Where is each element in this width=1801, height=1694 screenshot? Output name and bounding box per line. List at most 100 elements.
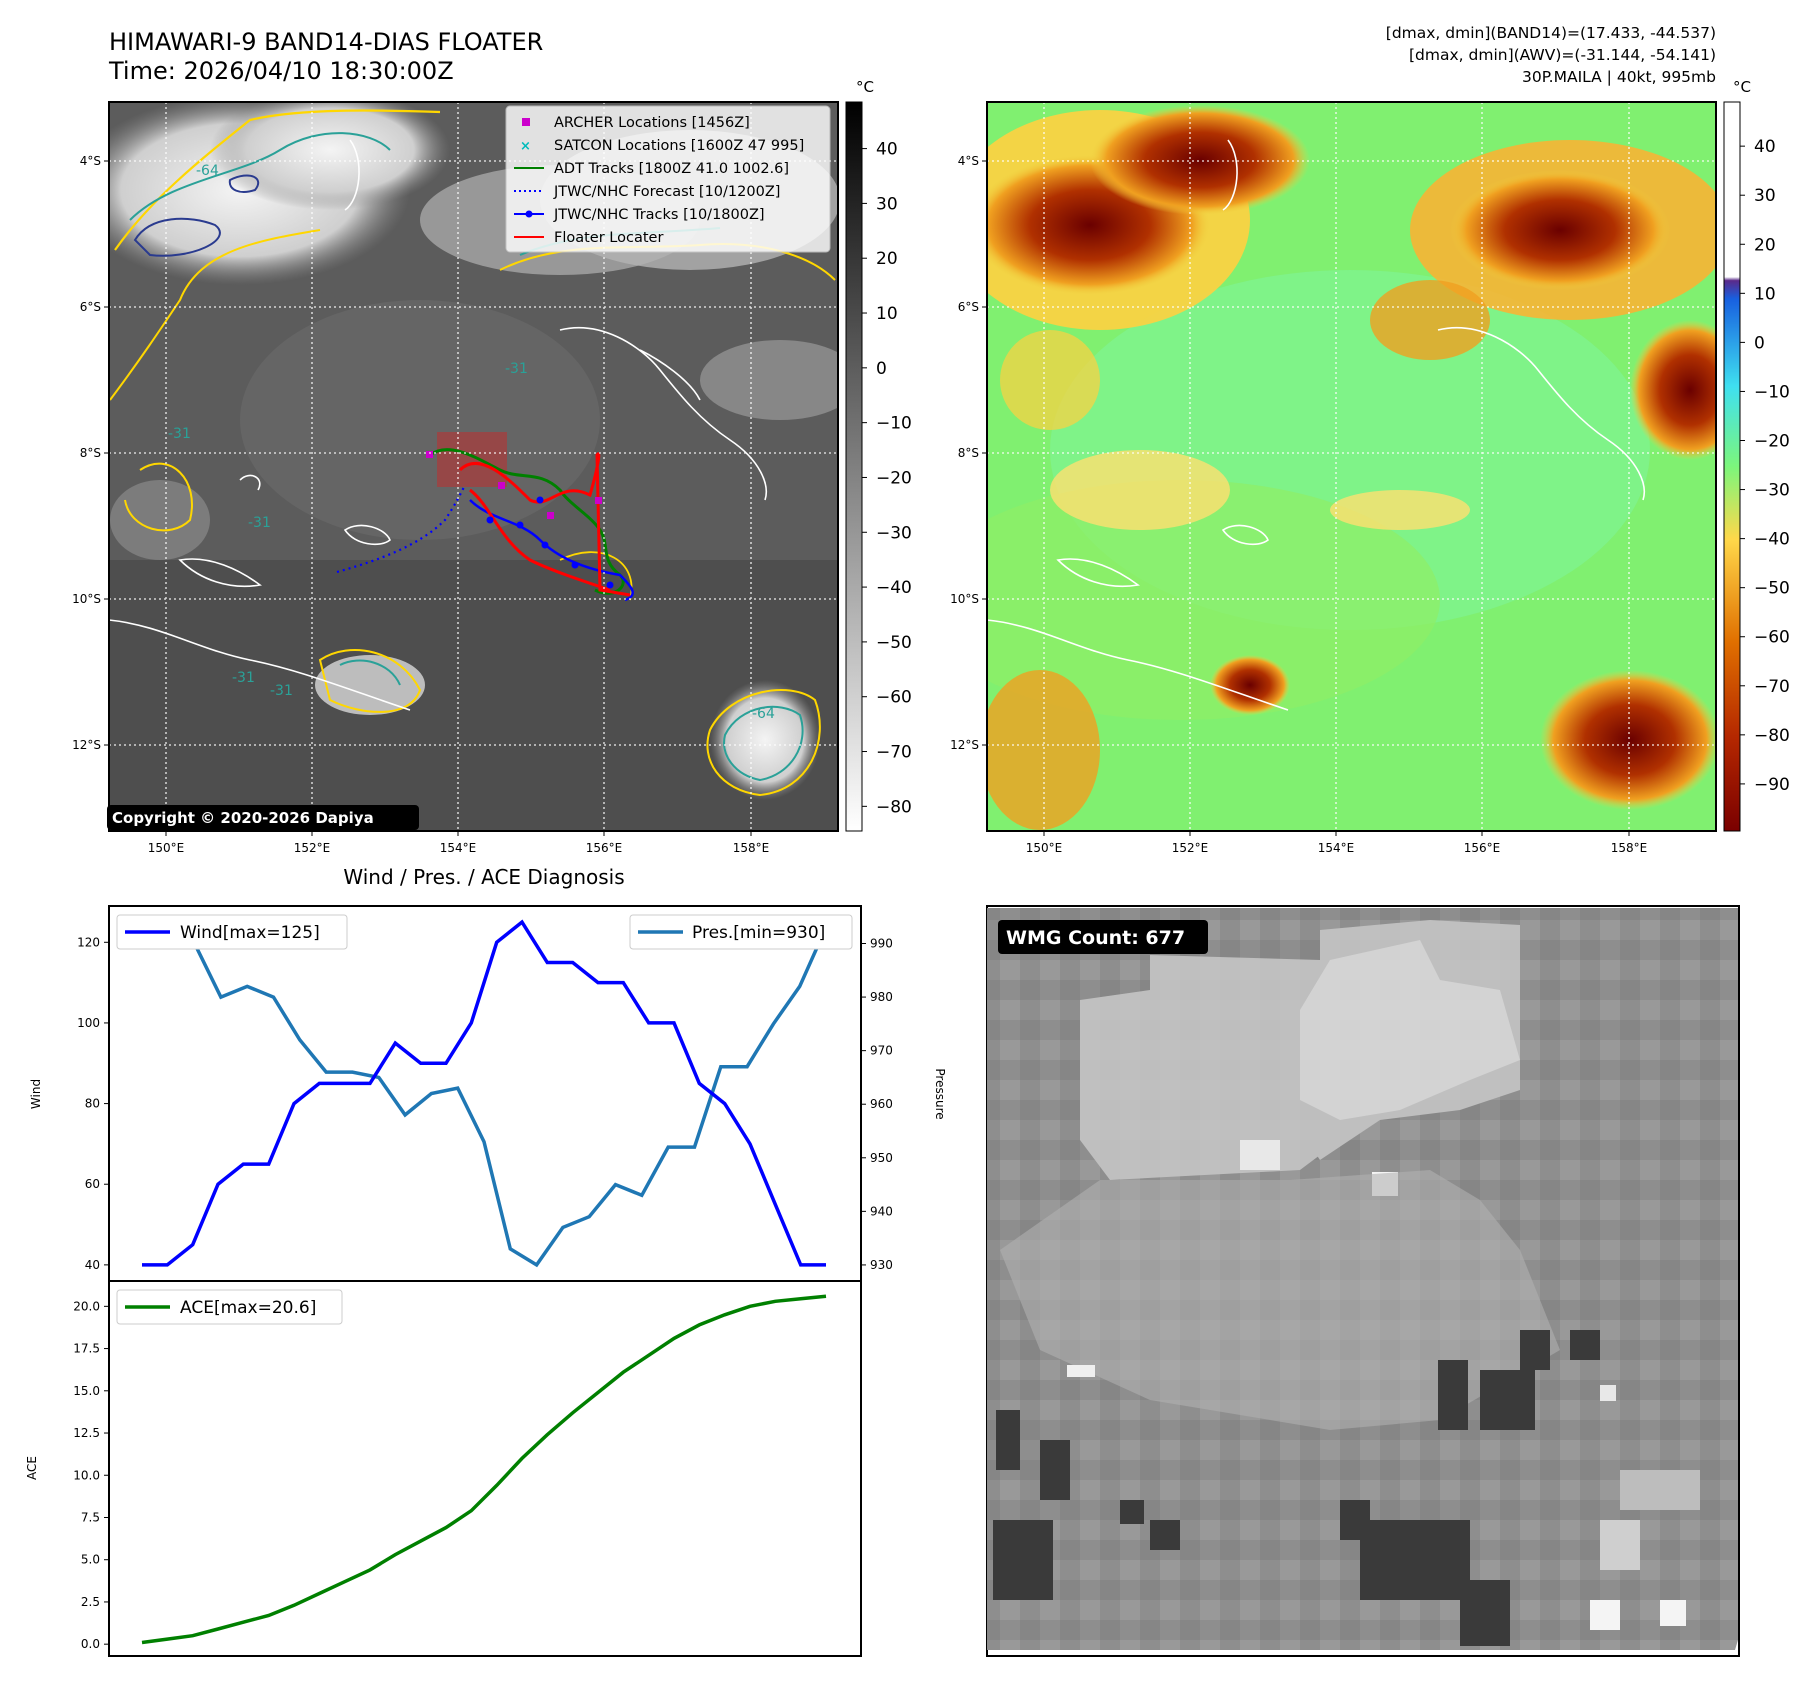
ir-lon-label: 154°E — [440, 841, 477, 855]
wind-axis-label: Wind — [29, 1079, 43, 1109]
gray-colorbar-label: −60 — [876, 688, 912, 708]
wv-lat-label: 4°S — [958, 154, 979, 168]
contour-label: -64 — [196, 163, 219, 179]
color-colorbar-label: 30 — [1754, 186, 1776, 206]
color-colorbar-ticks: 40 30 20 10 0 −10 −20 −30 −40 −50 −60 −70 −80 −90 — [1740, 137, 1790, 795]
wind-ytick-label: 40 — [85, 1258, 100, 1272]
stats-line1: [dmax, dmin](BAND14)=(17.433, -44.537) — [1386, 24, 1716, 42]
wv-lat-label: 6°S — [958, 300, 979, 314]
color-colorbar-unit: °C — [1733, 78, 1751, 96]
ace-ytick-label: 15.0 — [73, 1384, 100, 1398]
wind-ytick-label: 60 — [85, 1177, 100, 1191]
gray-colorbar-label: −10 — [876, 414, 912, 434]
wind-series-line — [142, 919, 826, 1267]
color-colorbar-label: 0 — [1754, 333, 1765, 353]
ace-legend-label: ACE[max=20.6] — [180, 1298, 316, 1318]
wind-pres-plot — [108, 905, 862, 1282]
pres-ytick-label: 940 — [870, 1204, 893, 1218]
wv-lon-label: 150°E — [1026, 841, 1063, 855]
figure-title-line1: HIMAWARI-9 BAND14-DIAS FLOATER — [109, 28, 543, 56]
legend-item: Floater Locater — [514, 230, 663, 246]
contour-label: -64 — [752, 706, 775, 722]
gray-colorbar-ticks: 40 30 20 10 0 −10 −20 −30 −40 −50 −60 −70 −80 — [862, 140, 912, 817]
ir-lon-label: 158°E — [733, 841, 770, 855]
legend-label: JTWC/NHC Tracks [10/1800Z] — [553, 207, 765, 223]
ace-ytick-label: 12.5 — [73, 1426, 100, 1440]
wind-ytick-label: 80 — [85, 1097, 100, 1111]
ir-lon-label: 156°E — [586, 841, 623, 855]
color-colorbar-label: −50 — [1754, 579, 1790, 599]
legend-item: JTWC/NHC Forecast [10/1200Z] — [514, 184, 780, 200]
color-colorbar-label: 10 — [1754, 284, 1776, 304]
ace-ytick-label: 5.0 — [81, 1553, 100, 1567]
gray-colorbar-label: 40 — [876, 140, 898, 160]
wind-legend-label: Wind[max=125] — [180, 923, 320, 943]
color-colorbar-label: −20 — [1754, 431, 1790, 451]
color-colorbar-label: −10 — [1754, 382, 1790, 402]
legend-item: JTWC/NHC Tracks [10/1800Z] — [514, 207, 765, 223]
ace-chart: 0.0 2.5 5.0 7.5 10.0 12.5 15.0 17.5 20.0 ACE ACE[m… — [25, 1289, 827, 1651]
legend-label: JTWC/NHC Forecast [10/1200Z] — [553, 184, 780, 200]
wmg-count-box — [998, 920, 1208, 954]
ace-ytick-label: 7.5 — [81, 1510, 100, 1524]
pres-axis-label: Pressure — [933, 1068, 947, 1119]
gray-colorbar — [845, 101, 863, 832]
color-colorbar-label: 40 — [1754, 137, 1776, 157]
ace-ytick-label: 17.5 — [73, 1342, 100, 1356]
gray-colorbar-label: 0 — [876, 359, 887, 379]
pres-ytick-label: 990 — [870, 937, 893, 951]
gray-colorbar-label: −20 — [876, 468, 912, 488]
wv-lon-label: 158°E — [1611, 841, 1648, 855]
pres-ytick-label: 960 — [870, 1097, 893, 1111]
map-legend: ARCHER Locations [1456Z] × SATCON Location… — [505, 105, 831, 253]
legend-label: SATCON Locations [1600Z 47 995] — [554, 138, 804, 154]
gray-colorbar-label: 30 — [876, 194, 898, 214]
archer-marker-icon — [522, 118, 530, 126]
wv-lon-label: 156°E — [1464, 841, 1501, 855]
ir-map-frame — [108, 101, 839, 832]
ace-legend: ACE[max=20.6] — [116, 1289, 343, 1325]
legend-label: ADT Tracks [1800Z 41.0 1002.6] — [554, 161, 789, 177]
ace-plot — [108, 1280, 862, 1657]
pres-ytick-label: 970 — [870, 1044, 893, 1058]
wmg-panel — [986, 905, 1740, 1657]
ir-lat-label: 4°S — [80, 154, 101, 168]
ace-series-line — [141, 1294, 827, 1645]
stats-line3: 30P.MAILA | 40kt, 995mb — [1522, 68, 1716, 86]
pres-ytick-label: 950 — [870, 1151, 893, 1165]
gray-colorbar-label: −30 — [876, 523, 912, 543]
gray-colorbar-label: 10 — [876, 304, 898, 324]
wind-ytick-label: 120 — [77, 935, 100, 949]
contour-labels: -64 -31 -31 -31 -31 -31 -64 — [168, 163, 775, 722]
wv-lat-label: 10°S — [950, 592, 979, 606]
pres-ytick-label: 930 — [870, 1258, 893, 1272]
ir-lat-label: 6°S — [80, 300, 101, 314]
map-tick-labels: 150°E 152°E 154°E 156°E 158°E 4°S 6°S 8°S 10°S 12… — [72, 154, 1647, 855]
ir-lat-label: 12°S — [72, 738, 101, 752]
gray-colorbar-label: −80 — [876, 797, 912, 817]
ir-lon-label: 150°E — [148, 841, 185, 855]
gray-colorbar-label: −70 — [876, 743, 912, 763]
ir-lon-label: 152°E — [294, 841, 331, 855]
legend-label: ARCHER Locations [1456Z] — [554, 115, 750, 131]
color-colorbar-label: 20 — [1754, 235, 1776, 255]
color-colorbar-label: −90 — [1754, 775, 1790, 795]
ace-ytick-label: 10.0 — [73, 1468, 100, 1482]
wind-pres-chart: 40 60 80 100 120 930 940 950 960 970 980 990 Wind Pre… — [29, 914, 947, 1272]
color-colorbar — [1723, 101, 1741, 832]
wv-lat-label: 12°S — [950, 738, 979, 752]
wv-lat-label: 8°S — [958, 446, 979, 460]
color-colorbar-label: −80 — [1754, 726, 1790, 746]
wv-lon-label: 154°E — [1318, 841, 1355, 855]
contour-label: -31 — [232, 670, 255, 686]
legend-item: × SATCON Locations [1600Z 47 995] — [520, 138, 804, 154]
ace-axis-label: ACE — [25, 1456, 39, 1480]
legend-item: ARCHER Locations [1456Z] — [522, 115, 750, 131]
contour-label: -31 — [168, 426, 191, 442]
ace-ytick-label: 20.0 — [73, 1299, 100, 1313]
gray-colorbar-unit: °C — [856, 78, 874, 96]
gray-colorbar-label: −40 — [876, 578, 912, 598]
wv-map-frame — [986, 101, 1717, 832]
ir-lat-label: 10°S — [72, 592, 101, 606]
